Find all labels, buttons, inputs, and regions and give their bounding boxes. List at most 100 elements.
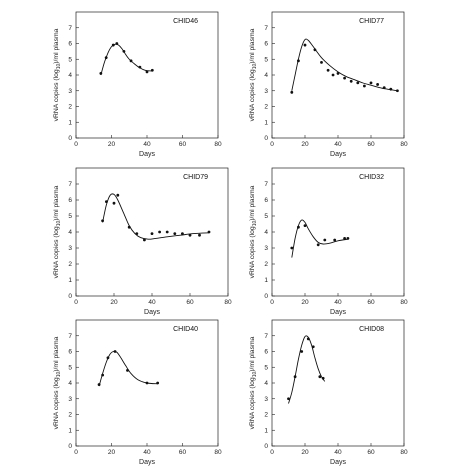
- y-tick-label: 7: [68, 181, 72, 188]
- y-tick-label: 0: [68, 443, 72, 450]
- data-point: [343, 76, 346, 80]
- y-tick-label: 2: [68, 261, 72, 268]
- y-tick-label: 2: [264, 261, 268, 268]
- x-tick-label: 0: [74, 449, 78, 456]
- y-axis-label: vRNA copies (log10)/ml plasma: [53, 28, 62, 121]
- y-axis-label-text: vRNA copies (log: [249, 377, 256, 429]
- data-point: [313, 48, 317, 52]
- data-point: [198, 233, 201, 237]
- y-axis-label-subscript: 10: [56, 371, 62, 377]
- y-tick-label: 6: [264, 349, 268, 356]
- data-point: [106, 356, 110, 360]
- data-point: [323, 238, 327, 242]
- y-tick-label: 4: [68, 72, 72, 79]
- panel-chid46: 0 20 40 60 80 0 1 2 3 4 5 6 7 CHID46 vRNA copies (log1…: [53, 11, 222, 158]
- panel-chid77: 0 20 40 60 80 0 1 2 3 4 5 6 7 CHID77 vRNA copies (log1…: [249, 11, 408, 158]
- x-tick-label: 0: [74, 299, 78, 306]
- fit-curve: [102, 193, 210, 240]
- data-point: [382, 86, 386, 89]
- x-tick-label: 80: [214, 141, 222, 148]
- y-tick-label: 7: [264, 333, 268, 340]
- data-point: [129, 59, 133, 63]
- x-tick-label: 80: [224, 299, 232, 306]
- y-tick-label: 7: [264, 25, 268, 32]
- x-tick-label: 80: [400, 141, 408, 148]
- data-point: [356, 81, 360, 85]
- x-tick-label: 40: [148, 299, 156, 306]
- data-point: [111, 43, 115, 47]
- y-tick-label: 0: [264, 443, 268, 450]
- x-tick-label: 0: [270, 141, 274, 148]
- x-axis-label: Days: [139, 459, 155, 466]
- y-tick-label: 1: [264, 427, 268, 434]
- x-tick-label: 40: [143, 141, 151, 148]
- y-tick-label: 6: [264, 41, 268, 48]
- data-point: [326, 68, 330, 72]
- y-tick-label: 1: [264, 119, 268, 126]
- y-tick-label: 7: [68, 333, 72, 340]
- data-point: [97, 383, 101, 386]
- y-tick-label: 1: [68, 277, 72, 284]
- x-tick-label: 20: [108, 449, 116, 456]
- y-axis-label-text: vRNA copies (log: [249, 69, 256, 121]
- panel-title: CHID79: [183, 174, 208, 181]
- y-tick-label: 4: [68, 229, 72, 236]
- x-tick-label: 40: [334, 449, 342, 456]
- panel-title: CHID32: [359, 174, 384, 181]
- plot-frame: [75, 167, 229, 297]
- y-tick-label: 6: [68, 41, 72, 48]
- y-tick-label: 4: [264, 380, 268, 387]
- y-axis-label-text: vRNA copies (log: [53, 377, 60, 429]
- data-point: [113, 350, 117, 353]
- data-point: [116, 193, 120, 197]
- plot-frame: [271, 167, 405, 297]
- x-axis-label: Days: [330, 309, 346, 316]
- data-point: [369, 81, 373, 85]
- y-tick-label: 3: [264, 245, 268, 252]
- data-point: [145, 381, 149, 385]
- fit-curve: [100, 43, 153, 76]
- x-tick-label: 20: [301, 449, 309, 456]
- y-tick-label: 1: [68, 119, 72, 126]
- x-axis-label: Days: [144, 309, 160, 316]
- y-axis-label-subscript: 10: [252, 371, 258, 377]
- x-tick-label: 20: [108, 141, 116, 148]
- y-tick-label: 5: [264, 56, 268, 63]
- x-tick-label: 20: [301, 299, 309, 306]
- x-tick-label: 20: [110, 299, 118, 306]
- y-tick-label: 4: [68, 380, 72, 387]
- y-tick-label: 1: [264, 277, 268, 284]
- y-axis-label-subscript: 10: [56, 63, 62, 69]
- data-point: [293, 375, 297, 379]
- data-point: [143, 238, 146, 242]
- plot-frame: [271, 11, 405, 139]
- x-tick-label: 60: [186, 299, 194, 306]
- x-tick-label: 20: [301, 141, 309, 148]
- x-tick-label: 60: [367, 141, 375, 148]
- panel-title: CHID40: [173, 326, 198, 333]
- panel-title: CHID46: [173, 18, 198, 25]
- y-axis-label-text: vRNA copies (log: [249, 226, 256, 278]
- panel-chid79: 0 20 40 60 80 0 1 2 3 4 5 6 7 CHID79 vRNA copies (log1…: [53, 167, 232, 316]
- panel-title: CHID77: [359, 18, 384, 25]
- data-point: [376, 83, 379, 86]
- data-point: [287, 397, 290, 401]
- y-tick-label: 3: [68, 88, 72, 95]
- x-tick-label: 60: [367, 299, 375, 306]
- data-point: [101, 219, 104, 223]
- data-point: [181, 232, 184, 236]
- y-tick-label: 2: [68, 104, 72, 111]
- y-tick-label: 2: [264, 412, 268, 419]
- data-point: [363, 84, 366, 88]
- data-point: [331, 73, 335, 77]
- x-tick-label: 40: [334, 141, 342, 148]
- y-tick-label: 5: [68, 364, 72, 371]
- data-point: [290, 90, 294, 94]
- data-point: [122, 49, 126, 53]
- y-tick-label: 0: [68, 135, 72, 142]
- y-tick-label: 6: [68, 197, 72, 204]
- data-point: [318, 375, 322, 379]
- y-axis-label-subscript: 10: [252, 63, 258, 69]
- y-tick-label: 0: [264, 135, 268, 142]
